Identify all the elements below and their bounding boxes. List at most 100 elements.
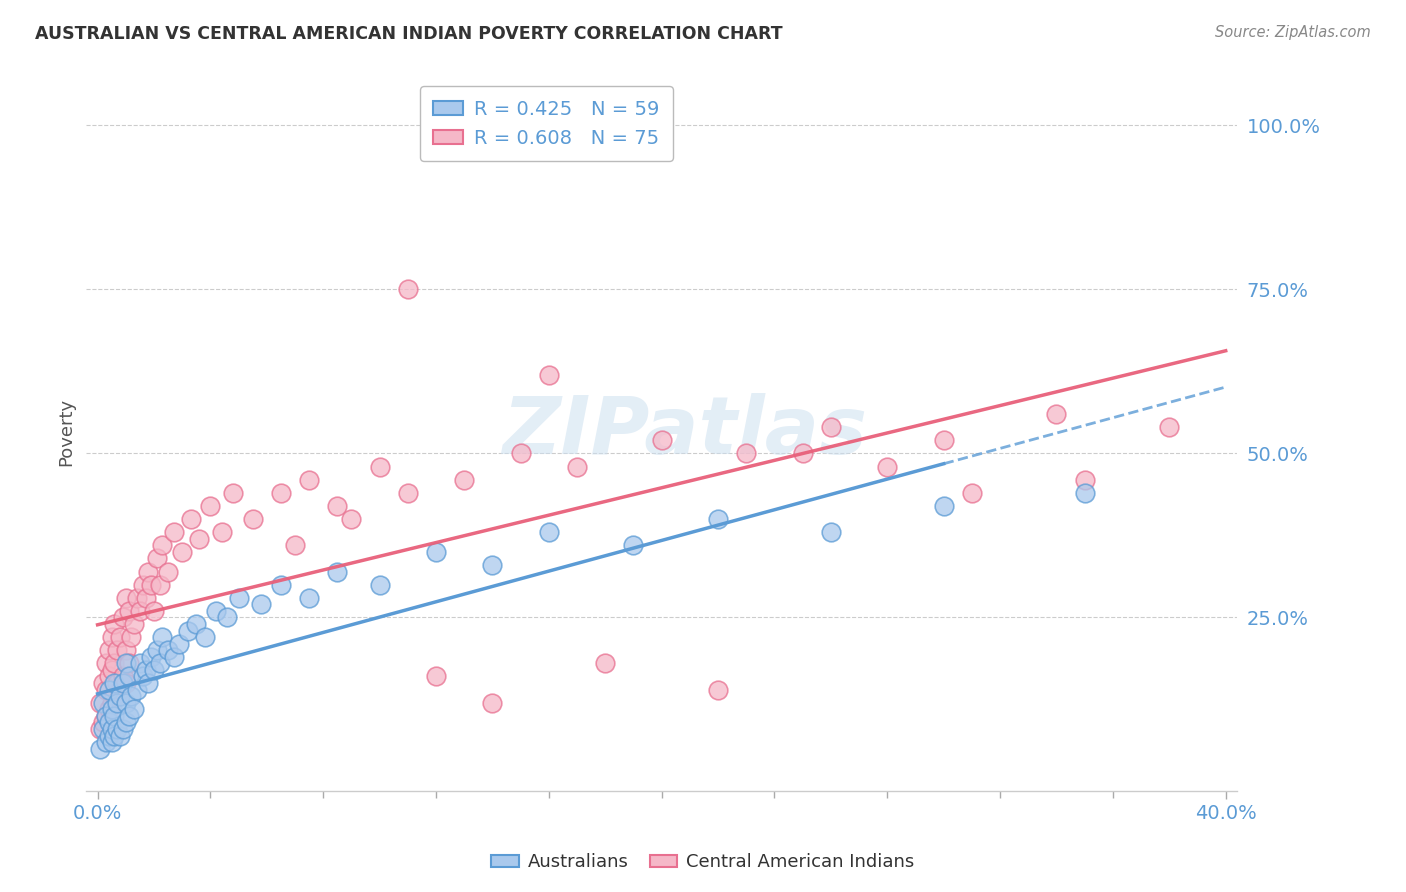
Point [180, 512, 202, 526]
Point [623, 138, 645, 153]
Point [105, 696, 128, 710]
Point [177, 624, 200, 638]
Point [117, 709, 139, 723]
Point [114, 715, 136, 730]
Point [149, 577, 172, 591]
Point [103, 617, 125, 632]
Point [100, 696, 122, 710]
Point [537, 368, 560, 382]
Point [157, 565, 180, 579]
Point [326, 565, 349, 579]
Point [152, 538, 174, 552]
Point [368, 577, 391, 591]
Point [100, 735, 122, 749]
Point [103, 676, 125, 690]
Point [157, 643, 180, 657]
Point [1073, 473, 1095, 487]
Point [120, 689, 142, 703]
Point [114, 643, 136, 657]
Point [211, 525, 233, 540]
Point [932, 434, 955, 448]
Point [97, 729, 120, 743]
Point [368, 459, 391, 474]
Point [481, 558, 503, 572]
Point [108, 630, 131, 644]
Point [1073, 485, 1095, 500]
Point [146, 551, 169, 566]
Point [172, 545, 194, 559]
Point [138, 676, 160, 690]
Point [89, 741, 111, 756]
Point [707, 682, 730, 697]
Point [425, 545, 447, 559]
Point [91, 722, 114, 736]
Point [100, 630, 122, 644]
Point [94, 682, 117, 697]
Point [509, 446, 531, 460]
Point [114, 657, 136, 671]
Point [792, 446, 814, 460]
Point [820, 420, 842, 434]
Point [97, 715, 120, 730]
Point [89, 722, 111, 736]
Point [111, 676, 134, 690]
Point [298, 473, 321, 487]
Point [128, 657, 150, 671]
Point [228, 591, 250, 605]
Point [120, 630, 142, 644]
Point [186, 617, 208, 632]
Point [131, 577, 153, 591]
Point [108, 682, 131, 697]
Point [623, 538, 645, 552]
Point [1159, 420, 1181, 434]
Point [122, 702, 145, 716]
Point [103, 689, 125, 703]
Point [100, 702, 122, 716]
Point [91, 715, 114, 730]
Point [188, 532, 211, 546]
Point [217, 610, 239, 624]
Point [250, 597, 273, 611]
Point [270, 577, 292, 591]
Point [481, 696, 503, 710]
Point [94, 657, 117, 671]
Point [117, 604, 139, 618]
Point [453, 473, 475, 487]
Text: Source: ZipAtlas.com: Source: ZipAtlas.com [1215, 25, 1371, 40]
Point [143, 604, 166, 618]
Point [425, 669, 447, 683]
Point [284, 538, 307, 552]
Point [131, 669, 153, 683]
Legend: R = 0.425   N = 59, R = 0.608   N = 75: R = 0.425 N = 59, R = 0.608 N = 75 [420, 87, 673, 161]
Point [396, 283, 419, 297]
Point [105, 676, 128, 690]
Point [593, 657, 616, 671]
Point [960, 485, 983, 500]
Point [111, 610, 134, 624]
Point [94, 735, 117, 749]
Point [152, 630, 174, 644]
Point [735, 446, 758, 460]
Point [108, 689, 131, 703]
Point [396, 485, 419, 500]
Point [111, 722, 134, 736]
Point [97, 669, 120, 683]
Point [163, 525, 186, 540]
Point [103, 657, 125, 671]
Point [141, 649, 163, 664]
Point [149, 657, 172, 671]
Point [125, 591, 148, 605]
Point [565, 459, 588, 474]
Point [114, 591, 136, 605]
Point [270, 485, 292, 500]
Point [1045, 407, 1067, 421]
Point [91, 676, 114, 690]
Point [340, 512, 363, 526]
Point [163, 649, 186, 664]
Point [134, 663, 156, 677]
Point [651, 434, 673, 448]
Point [100, 722, 122, 736]
Point [117, 669, 139, 683]
Point [876, 459, 898, 474]
Point [108, 729, 131, 743]
